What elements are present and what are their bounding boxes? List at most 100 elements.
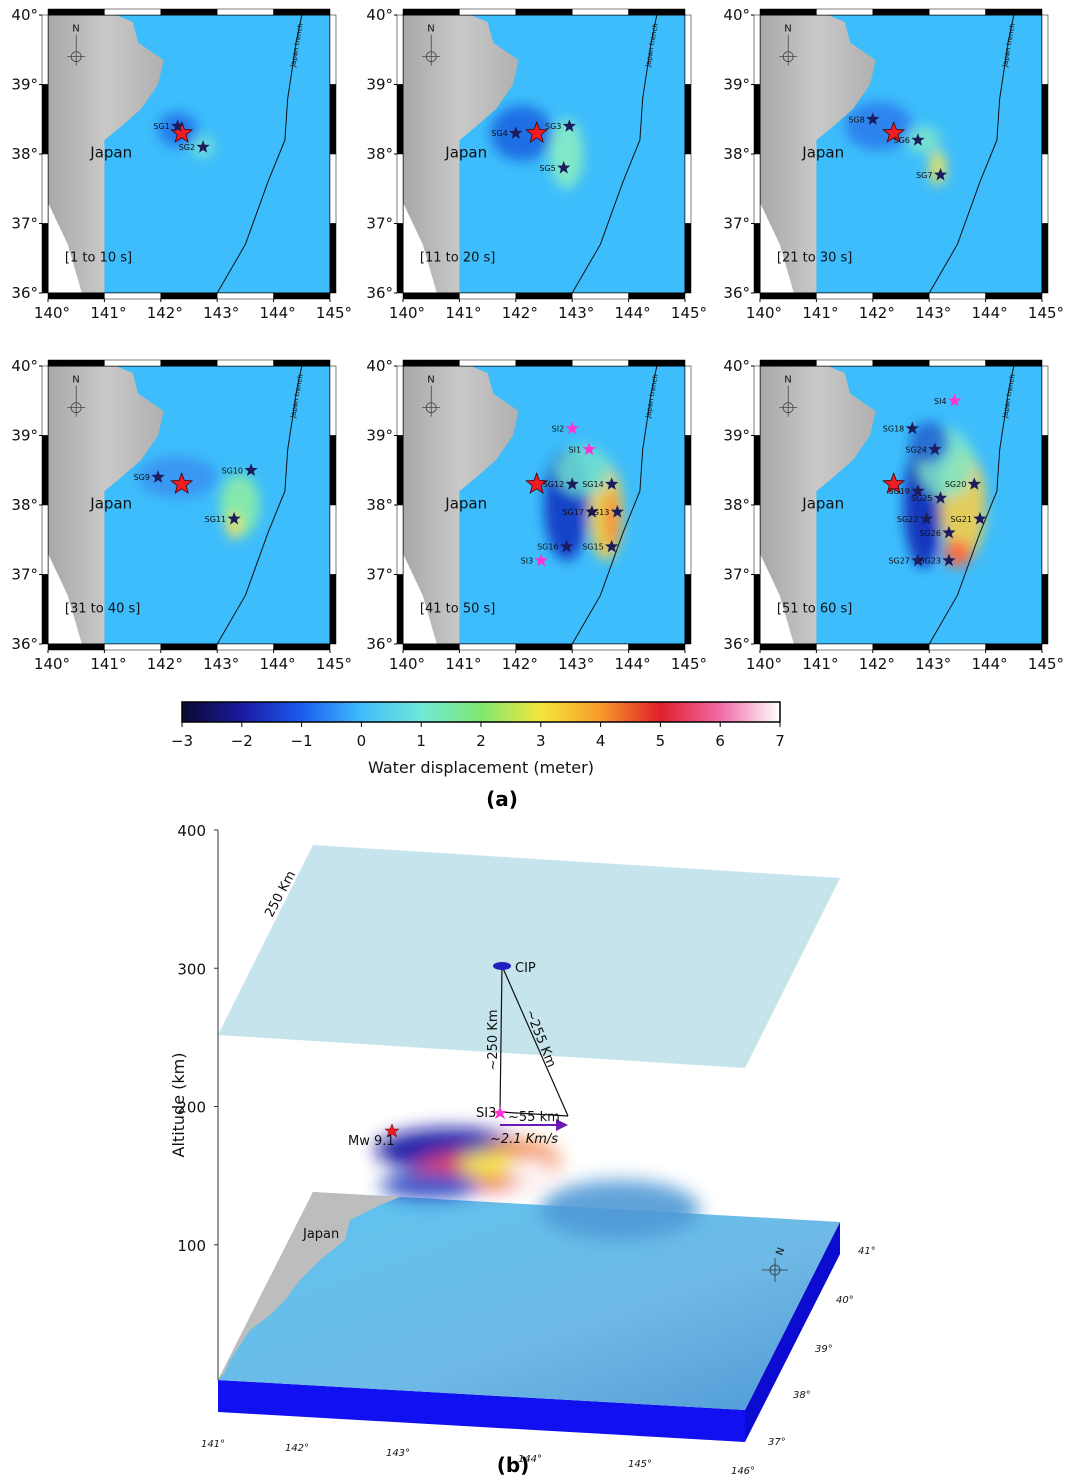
frame-bar	[42, 366, 48, 436]
altitude-tick-label: 100	[177, 1237, 206, 1255]
frame-bar	[629, 360, 685, 366]
y-tick-label: 38°	[723, 145, 750, 163]
colorbar-tick-label: 3	[536, 732, 546, 750]
latitude-label: 41°	[858, 1246, 876, 1257]
displacement-patch	[605, 491, 619, 547]
frame-bar	[760, 9, 816, 15]
map-body: Japan trenchNJapan[21 to 30 s]SG8SG6SG7	[760, 15, 1042, 293]
x-tick-label: 141°	[445, 655, 481, 673]
frame-bar	[572, 9, 628, 15]
latitude-label: 38°	[793, 1390, 811, 1401]
north-label: N	[784, 24, 791, 35]
y-tick-label: 39°	[366, 427, 393, 445]
frame-bar	[986, 293, 1042, 299]
ionosphere-plane	[218, 845, 840, 1068]
x-tick-label: 143°	[558, 655, 594, 673]
frame-bar	[330, 505, 336, 575]
frame-bar	[1042, 15, 1048, 85]
frame-bar	[330, 366, 336, 436]
x-tick-label: 141°	[90, 655, 126, 673]
frame-bar	[161, 360, 217, 366]
land-label: Japan	[801, 143, 844, 161]
x-tick-label: 143°	[915, 304, 951, 322]
displacement-patch	[929, 151, 946, 186]
station-label: SG12	[543, 480, 564, 489]
frame-bar	[48, 293, 104, 299]
y-tick-label: 37°	[11, 566, 38, 584]
colorbar-tick-label: −2	[231, 732, 253, 750]
colorbar-tick-label: 1	[416, 732, 426, 750]
north-label: N	[72, 24, 79, 35]
frame-bar	[516, 9, 572, 15]
y-tick-label: 36°	[366, 635, 393, 653]
land-label: Japan	[89, 494, 132, 512]
station-label: SI1	[569, 445, 582, 454]
distance-label: ~55 km	[508, 1110, 560, 1125]
x-tick-label: 144°	[615, 655, 651, 673]
frame-bar	[459, 360, 515, 366]
x-tick-label: 144°	[972, 655, 1008, 673]
altitude-tick-label: 300	[177, 960, 206, 978]
y-tick-label: 40°	[11, 357, 38, 375]
x-tick-label: 140°	[746, 304, 782, 322]
frame-bar	[816, 644, 872, 650]
station-label: SG18	[883, 425, 904, 434]
cip-label: CIP	[515, 961, 536, 976]
station-label: SG14	[582, 480, 603, 489]
y-tick-label: 37°	[366, 215, 393, 233]
x-tick-label: 143°	[203, 304, 239, 322]
map-body: Japan trenchNJapan[11 to 20 s]SG4SG3SG5	[403, 15, 685, 293]
frame-bar	[873, 9, 929, 15]
frame-bar	[816, 9, 872, 15]
station-label: SG13	[588, 508, 609, 517]
frame-bar	[1042, 224, 1048, 294]
y-tick-label: 36°	[11, 635, 38, 653]
north-label: N	[427, 375, 434, 386]
x-tick-label: 140°	[389, 655, 425, 673]
longitude-labels: 141°142°143°144°145°146°	[201, 1439, 755, 1477]
frame-bar	[274, 293, 330, 299]
latitude-label: 40°	[836, 1295, 854, 1306]
frame-bar	[403, 360, 459, 366]
frame-bar	[685, 575, 691, 645]
x-tick-label: 141°	[802, 655, 838, 673]
frame-bar	[754, 436, 760, 506]
x-tick-label: 142°	[502, 655, 538, 673]
x-tick-label: 144°	[972, 304, 1008, 322]
frame-bar	[754, 15, 760, 85]
y-tick-label: 37°	[723, 566, 750, 584]
frame-bar	[397, 154, 403, 224]
frame-bar	[1042, 436, 1048, 506]
frame-bar	[685, 505, 691, 575]
station-label: SG17	[562, 508, 583, 517]
frame-bar	[48, 644, 104, 650]
time-label: [31 to 40 s]	[65, 602, 140, 617]
frame-bar	[104, 644, 160, 650]
map-panel: Japan trenchNJapan[11 to 20 s]SG4SG3SG5 1…	[366, 6, 707, 322]
x-tick-label: 141°	[90, 304, 126, 322]
frame-bar	[330, 15, 336, 85]
y-tick-label: 40°	[366, 357, 393, 375]
frame-bar	[104, 9, 160, 15]
frame-bar	[629, 644, 685, 650]
altitude-ticks: 100200300400	[177, 822, 218, 1255]
y-tick-label: 40°	[723, 6, 750, 24]
y-tick-label: 38°	[366, 145, 393, 163]
x-tick-label: 144°	[615, 304, 651, 322]
map-panel: Japan trenchNJapan[51 to 60 s]SI4SG18SG2…	[723, 357, 1064, 673]
caption: (a)	[486, 787, 518, 811]
frame-bar	[161, 293, 217, 299]
frame-bar	[516, 644, 572, 650]
x-tick-label: 140°	[34, 304, 70, 322]
station-label: SG6	[894, 136, 910, 145]
y-tick-label: 39°	[366, 76, 393, 94]
y-tick-label: 38°	[11, 145, 38, 163]
longitude-label: 143°	[386, 1448, 410, 1459]
frame-bar	[929, 360, 985, 366]
longitude-label: 145°	[628, 1459, 652, 1470]
longitude-label: 146°	[731, 1466, 755, 1477]
station-label: SG23	[919, 557, 940, 566]
station-label: SG9	[134, 473, 150, 482]
x-tick-label: 141°	[445, 304, 481, 322]
